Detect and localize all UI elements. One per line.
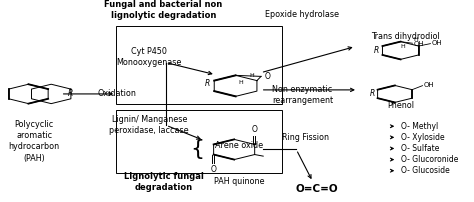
Text: Ring Fission: Ring Fission	[282, 133, 329, 142]
Text: O- Sulfate: O- Sulfate	[401, 144, 439, 153]
Text: R: R	[374, 46, 379, 55]
Text: H: H	[401, 44, 405, 49]
Text: Epoxide hydrolase: Epoxide hydrolase	[265, 10, 339, 19]
Text: O: O	[211, 165, 217, 174]
Text: Phenol: Phenol	[387, 101, 414, 109]
Text: Non enzymatic
rearrangement: Non enzymatic rearrangement	[272, 85, 333, 105]
Text: OH: OH	[413, 41, 424, 47]
Text: PAH quinone: PAH quinone	[214, 177, 264, 186]
Text: O: O	[264, 72, 270, 81]
Text: R: R	[369, 89, 374, 98]
Text: Cyt P450
Monooxygenase: Cyt P450 Monooxygenase	[117, 46, 182, 67]
Text: OH: OH	[431, 40, 442, 46]
Text: {: {	[191, 139, 204, 160]
Text: R: R	[68, 89, 73, 98]
Text: H: H	[250, 73, 255, 78]
Text: Fungal and bacterial non
lignolytic degradation: Fungal and bacterial non lignolytic degr…	[104, 0, 223, 20]
Text: H: H	[414, 37, 419, 42]
Text: Trans dihydrodiol: Trans dihydrodiol	[371, 32, 440, 41]
Text: R: R	[205, 79, 210, 88]
Text: H: H	[238, 80, 243, 85]
Text: O- Glucoronide: O- Glucoronide	[401, 155, 458, 164]
Text: OH: OH	[423, 82, 434, 88]
Text: O: O	[252, 125, 257, 134]
Text: Arene oxide: Arene oxide	[215, 141, 264, 150]
Text: O- Glucoside: O- Glucoside	[401, 166, 449, 175]
Text: Lignin/ Manganese
peroxidase, laccase: Lignin/ Manganese peroxidase, laccase	[109, 115, 189, 135]
Text: O- Methyl: O- Methyl	[401, 122, 438, 131]
Text: O=C=O: O=C=O	[295, 184, 338, 194]
Text: Lignolytic fungal
degradation: Lignolytic fungal degradation	[124, 172, 203, 192]
Text: Oxidation: Oxidation	[97, 89, 136, 98]
Text: Polycyclic
aromatic
hydrocarbon
(PAH): Polycyclic aromatic hydrocarbon (PAH)	[9, 120, 60, 163]
Text: O- Xyloside: O- Xyloside	[401, 133, 444, 142]
